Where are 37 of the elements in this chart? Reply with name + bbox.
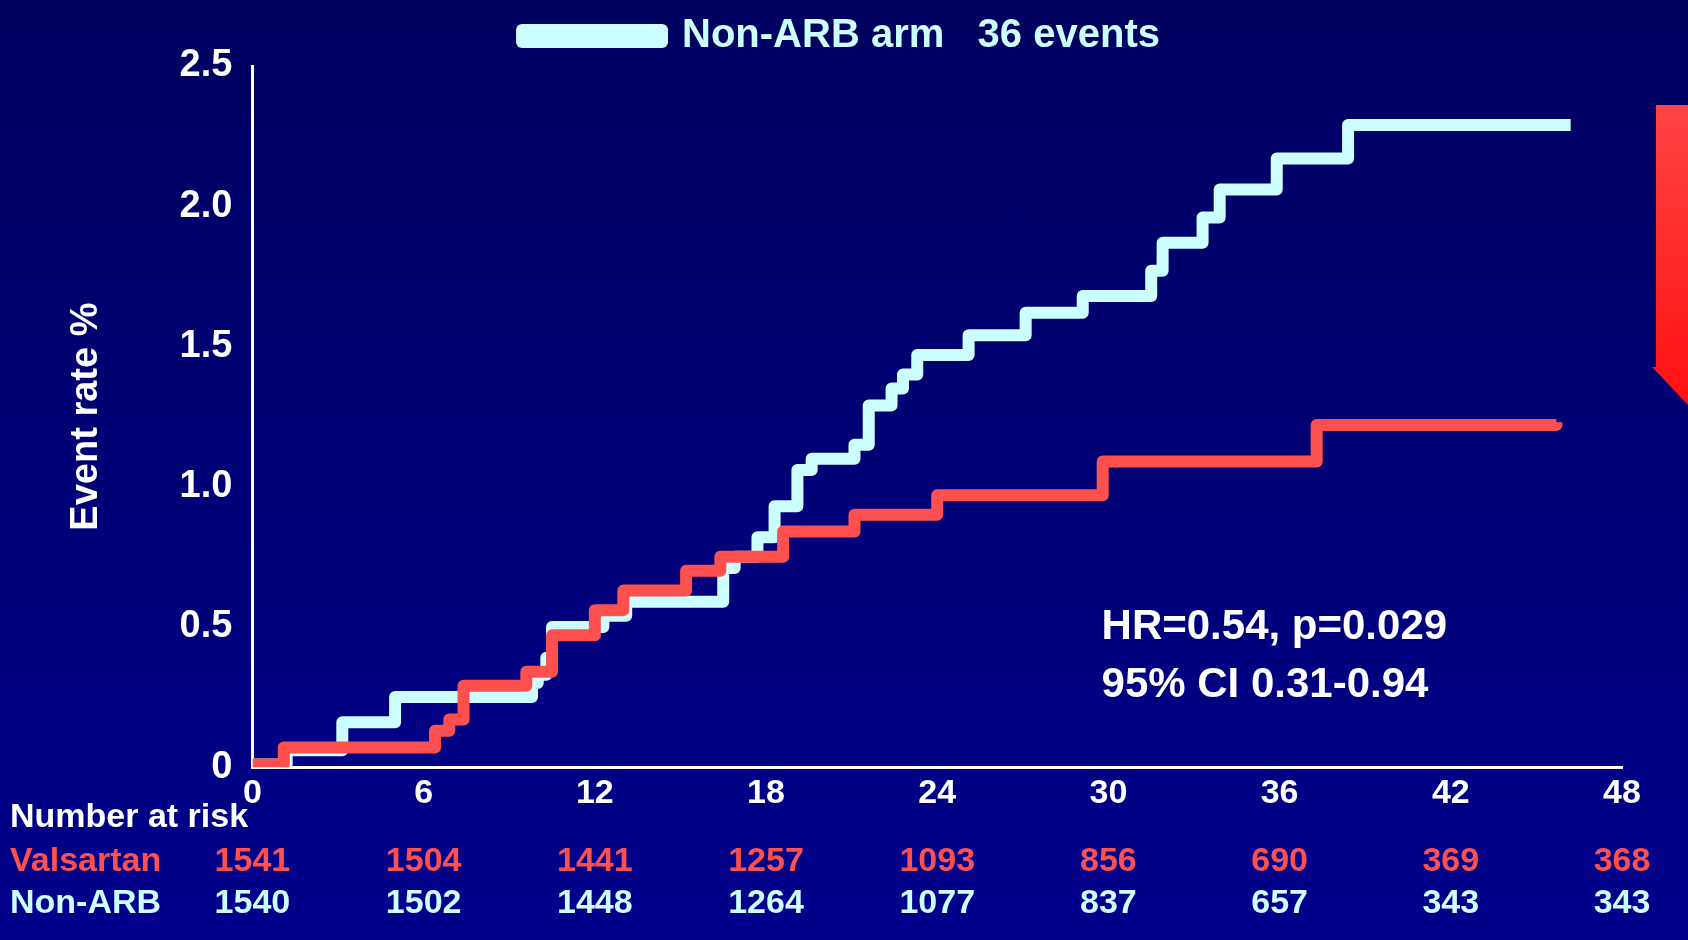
y-tick-label: 2.5 [179,42,233,85]
text: 1502 [385,881,462,920]
text: 1077 [899,881,976,920]
text: 1257 [728,839,804,878]
text: 1540 [214,881,291,920]
x-tick-label: 12 [575,771,614,810]
text: Non-ARB [10,881,162,920]
text: 690 [1251,839,1308,878]
annotation: HR=0.54, p=0.029 [1101,600,1448,648]
y-axis-title: Event rate % [63,302,106,531]
text: 1264 [728,881,804,920]
annotation: 95% CI 0.31-0.94 [1101,658,1430,706]
text: 343 [1422,881,1480,920]
text: 1504 [385,839,462,878]
y-tick-label: 0.5 [179,603,233,646]
x-tick-label: 42 [1431,771,1470,810]
x-tick-label: 48 [1603,771,1641,810]
text: 837 [1080,881,1137,920]
text: 368 [1593,839,1651,878]
text: 657 [1251,881,1308,920]
text: 343 [1593,881,1651,920]
y-tick-label: 1.0 [179,463,233,506]
text: 1093 [899,839,976,878]
text: 856 [1080,839,1137,878]
x-tick-label: 36 [1260,771,1299,810]
x-tick-label: 24 [918,771,957,810]
text: Valsartan [10,839,162,878]
legend-label: Non-ARB arm 36 events [682,11,1160,56]
text: 369 [1422,839,1480,878]
x-tick-label: 30 [1089,771,1128,810]
x-tick-label: 18 [747,771,785,810]
text: 1541 [214,839,291,878]
text: 1441 [557,839,633,878]
y-tick-label: 1.5 [179,322,233,365]
x-tick-label: 6 [414,771,434,810]
y-tick-label: 2.0 [179,182,233,225]
text: 1448 [557,881,633,920]
